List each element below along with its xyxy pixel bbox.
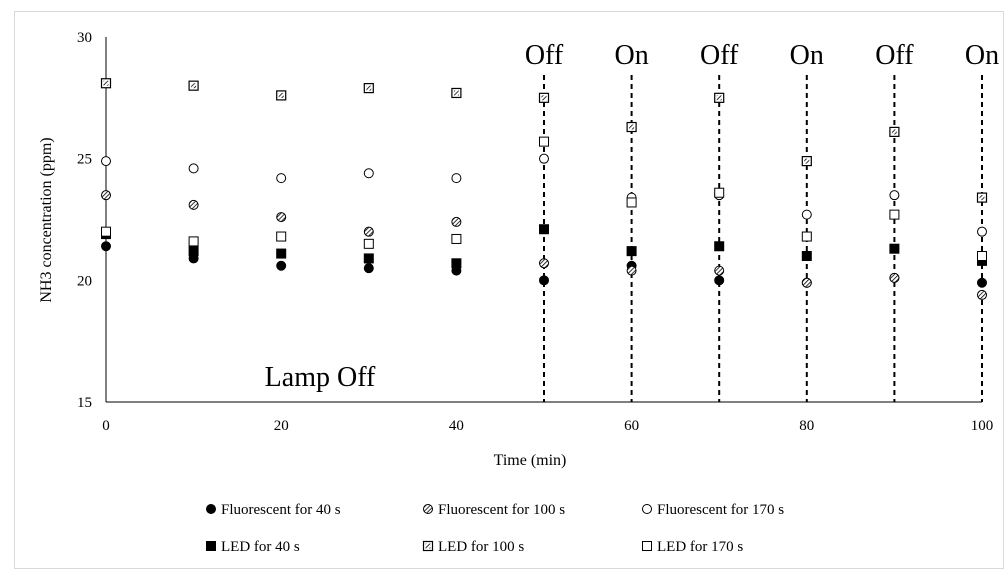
data-point	[801, 231, 812, 242]
switch-label: On	[965, 40, 999, 71]
data-point	[363, 253, 374, 264]
data-point	[451, 233, 462, 244]
legend-marker	[422, 540, 434, 552]
data-point	[801, 251, 812, 261]
data-point	[100, 78, 112, 89]
data-point	[363, 238, 374, 249]
data-point	[977, 226, 987, 237]
data-point	[188, 199, 199, 210]
data-point	[714, 187, 725, 198]
data-point	[539, 153, 549, 164]
legend-marker	[423, 504, 433, 514]
data-point	[188, 236, 199, 247]
legend-entry: Fluorescent for 40 s	[221, 502, 341, 518]
x-tick-label: 20	[274, 418, 289, 434]
data-point	[539, 258, 549, 269]
data-point	[101, 226, 111, 237]
data-point	[451, 258, 462, 269]
data-point	[451, 87, 462, 99]
legend-entry: LED for 40 s	[221, 539, 300, 555]
data-point	[976, 192, 988, 203]
legend-marker	[642, 504, 652, 514]
switch-label: Off	[700, 40, 739, 71]
y-tick-labels: 15 20 25 30	[77, 30, 92, 411]
y-tick-label: 25	[77, 152, 92, 168]
data-point	[801, 156, 812, 167]
data-point	[714, 265, 725, 276]
data-points	[100, 78, 988, 300]
switch-label: Off	[875, 40, 914, 71]
data-point	[451, 173, 462, 184]
data-point	[276, 212, 287, 223]
legend-entry: LED for 170 s	[657, 539, 743, 555]
data-point	[276, 90, 287, 101]
legend-marker	[206, 504, 216, 514]
data-point	[363, 226, 374, 237]
data-point	[889, 243, 900, 254]
legend-marker	[642, 541, 652, 551]
data-point	[626, 197, 637, 208]
switch-label: Off	[525, 40, 564, 71]
data-point	[889, 126, 900, 138]
y-tick-label: 15	[77, 395, 92, 411]
data-point	[363, 82, 374, 94]
data-point	[276, 173, 287, 184]
x-tick-label: 80	[799, 418, 814, 434]
legend: Fluorescent for 40 s Fluorescent for 100 …	[206, 502, 784, 555]
lamp-off-annotation: Lamp Off	[265, 362, 376, 393]
scatter-chart: Off On Off On Off On 15 20 25 30 0 20 40 60 80 100 NH…	[38, 30, 999, 555]
y-axis-title: NH3 concentration (ppm)	[38, 137, 55, 302]
chart-frame: Off On Off On Off On 15 20 25 30 0 20 40 60 80 100 NH…	[14, 11, 1004, 569]
data-point	[714, 275, 725, 286]
y-tick-label: 20	[77, 273, 92, 289]
switch-lines: Off On Off On Off On	[525, 40, 999, 402]
data-point	[977, 251, 987, 261]
legend-entry: LED for 100 s	[438, 539, 524, 555]
data-point	[977, 277, 987, 288]
data-point	[539, 224, 549, 235]
data-point	[101, 156, 111, 167]
data-point	[626, 121, 637, 133]
data-point	[363, 168, 374, 179]
data-point	[626, 265, 637, 276]
data-point	[714, 241, 725, 252]
data-point	[714, 92, 725, 103]
data-point	[801, 277, 812, 288]
data-point	[626, 246, 637, 257]
legend-entry: Fluorescent for 100 s	[438, 502, 565, 518]
legend-entry: Fluorescent for 170 s	[657, 502, 784, 518]
data-point	[101, 241, 111, 252]
x-tick-label: 100	[971, 418, 994, 434]
x-axis-title: Time (min)	[494, 452, 567, 469]
data-point	[276, 231, 287, 242]
data-point	[363, 263, 374, 274]
data-point	[801, 209, 812, 220]
x-tick-label: 40	[449, 418, 464, 434]
x-tick-labels: 0 20 40 60 80 100	[102, 418, 993, 434]
data-point	[188, 163, 199, 174]
x-tick-label: 0	[102, 418, 110, 434]
data-point	[538, 92, 550, 103]
data-point	[276, 260, 287, 271]
switch-label: On	[790, 40, 824, 71]
data-point	[451, 216, 462, 227]
data-point	[188, 246, 199, 257]
data-point	[539, 136, 549, 147]
legend-marker	[206, 541, 216, 551]
y-tick-label: 30	[77, 30, 92, 46]
data-point	[889, 190, 900, 201]
data-point	[188, 80, 199, 91]
data-point	[276, 248, 287, 259]
switch-label: On	[614, 40, 648, 71]
data-point	[977, 289, 987, 300]
data-point	[889, 272, 900, 283]
data-point	[889, 209, 900, 220]
data-point	[539, 275, 549, 286]
data-point	[101, 190, 111, 201]
x-tick-label: 60	[624, 418, 639, 434]
